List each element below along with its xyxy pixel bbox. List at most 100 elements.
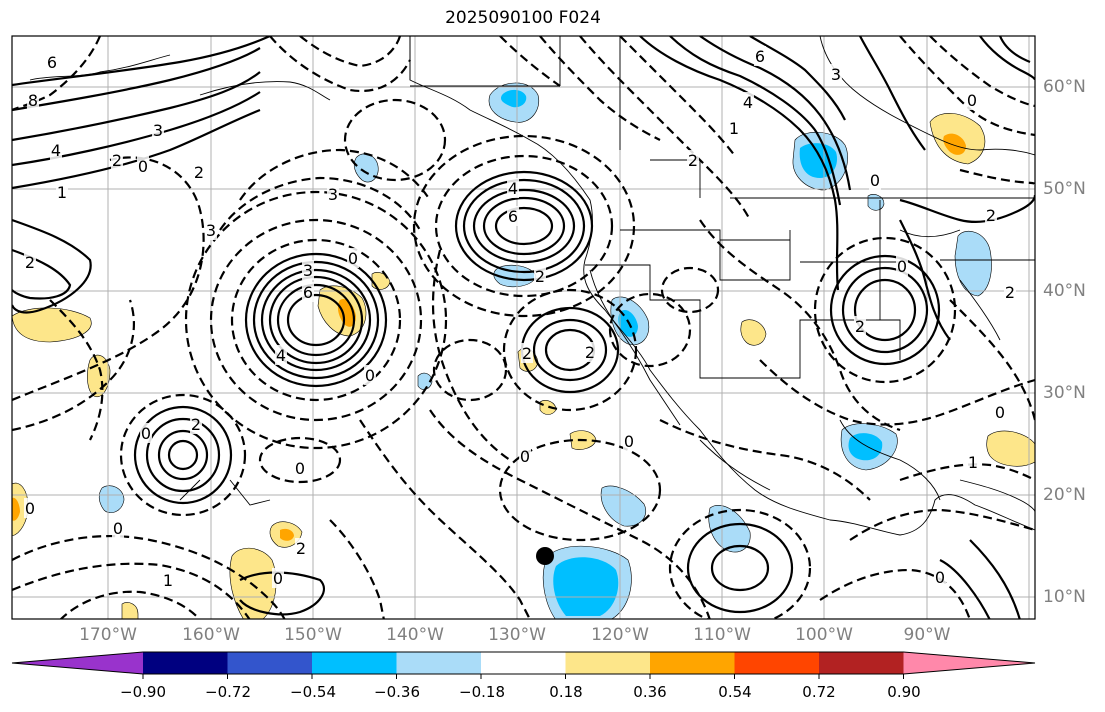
lat-label: 20°N (1043, 485, 1086, 505)
map-frame (11, 35, 1036, 620)
shade-negative-area (98, 485, 125, 513)
station-marker (536, 547, 554, 565)
contour-label: 1 (57, 183, 67, 202)
colorbar-tick-label: −0.90 (120, 683, 166, 701)
contour-label: 1 (729, 119, 739, 138)
contour-label-background (111, 150, 123, 170)
contour-label: 1 (968, 453, 978, 472)
shade-positive-core (280, 528, 294, 541)
contour-label-background (112, 518, 124, 538)
graticule (12, 36, 1035, 619)
lat-label: 10°N (1043, 587, 1086, 607)
contour-label-background (302, 282, 314, 302)
contours-positive (12, 36, 1035, 619)
contour-label: 6 (303, 283, 313, 302)
shade-negative-core (553, 557, 619, 616)
lat-label: 50°N (1043, 179, 1086, 199)
contour-label-background (327, 184, 339, 204)
contour-label: 0 (295, 459, 305, 478)
contour-label-background (623, 431, 635, 451)
contour-label-background (24, 498, 36, 518)
contour-label-background (728, 118, 740, 138)
contour-label-background (896, 256, 908, 276)
lon-label: 170°W (79, 625, 137, 645)
contours-negative (12, 36, 1035, 619)
contour-label-background (521, 343, 533, 363)
contour-label-background (584, 342, 596, 362)
contour-label-background (205, 220, 217, 240)
contour-label: 2 (986, 206, 996, 225)
contour-label: 0 (935, 568, 945, 587)
contour-label-background (162, 570, 174, 590)
contour-label-background (295, 538, 307, 558)
contour-label-background (534, 266, 546, 286)
colorbar-segment (143, 652, 228, 674)
shade-negative-area (600, 485, 646, 527)
colorbar-tick-label: 0.36 (633, 683, 667, 701)
colorbar-segment (481, 652, 566, 674)
lon-label: 120°W (591, 625, 649, 645)
colorbar-tick-label: 0.18 (549, 683, 583, 701)
shade-positive-core (943, 133, 966, 155)
colorbar-tick-label: −0.72 (205, 683, 251, 701)
colorbar-segment (12, 652, 143, 674)
contour-label-background (46, 52, 58, 72)
contour-label: 2 (25, 253, 35, 272)
colorbar-segment (650, 652, 735, 674)
colorbar-segment (903, 652, 1035, 674)
lon-label: 90°W (903, 625, 951, 645)
contour-label: 8 (28, 91, 38, 110)
contour-label-background (830, 64, 842, 84)
contour-label-background (967, 452, 979, 472)
contour-label: 0 (348, 249, 358, 268)
contour-label: 0 (870, 171, 880, 190)
contour-label-background (302, 260, 314, 280)
contour-label-background (50, 140, 62, 160)
contour-label: 4 (508, 179, 518, 198)
contour-label: 0 (624, 432, 634, 451)
shade-positive-area (740, 319, 767, 346)
contour-label-background (190, 414, 202, 434)
shade-negative-area (954, 230, 992, 297)
contour-label: 6 (47, 53, 57, 72)
contour-label-background (364, 365, 376, 385)
shade-positive-area (371, 272, 391, 290)
contour-label-background (519, 446, 531, 466)
contour-label: 0 (141, 424, 151, 443)
contour-label: 3 (328, 185, 338, 204)
shade-negative-area (867, 194, 885, 211)
colorbar-segment (227, 652, 313, 674)
colorbar (11, 651, 1036, 679)
contour-label-background (275, 345, 287, 365)
contour-label: 0 (995, 403, 1005, 422)
contour-label: 0 (138, 157, 148, 176)
contour-label-background (27, 90, 39, 110)
contour-label: 2 (535, 267, 545, 286)
contour-label-background (854, 316, 866, 336)
colorbar-segment (819, 652, 904, 674)
shade-negative-core (799, 143, 838, 178)
shade-positive-area (121, 602, 139, 619)
contour-label-background (140, 423, 152, 443)
lon-label: 140°W (386, 625, 444, 645)
contour-label-background (994, 402, 1006, 422)
contour-label: 3 (206, 221, 216, 240)
contour-label: 3 (303, 261, 313, 280)
contour-label-background (272, 568, 284, 588)
lon-label: 150°W (284, 625, 342, 645)
contour-label-background (152, 120, 164, 140)
contour-label-background (347, 248, 359, 268)
contour-label-background (687, 150, 699, 170)
contour-label: 3 (153, 121, 163, 140)
contour-label-background (193, 162, 205, 182)
contour-label: 2 (688, 151, 698, 170)
shade-negative-area (417, 372, 433, 390)
contour-label: 2 (194, 163, 204, 182)
lat-label: 60°N (1043, 77, 1086, 97)
colorbar-segment (396, 652, 482, 674)
lon-label: 130°W (488, 625, 546, 645)
contour-label: 0 (113, 519, 123, 538)
lat-label: 40°N (1043, 281, 1086, 301)
contour-label-background (754, 46, 766, 66)
